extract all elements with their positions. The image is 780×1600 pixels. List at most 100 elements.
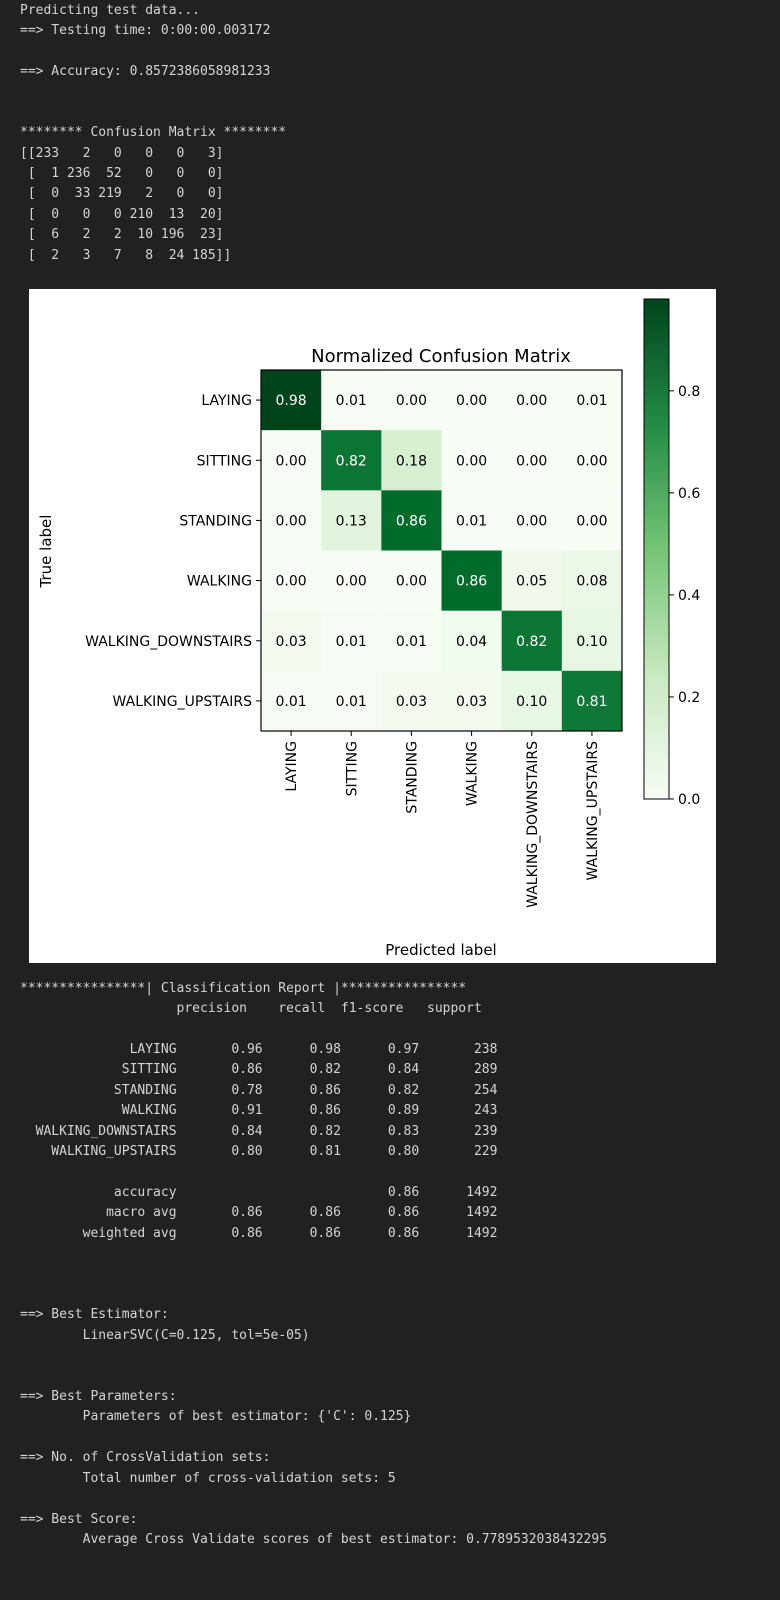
heatmap-cell: [261, 670, 322, 732]
cell-value-label: 0.03: [275, 634, 306, 650]
x-tick-label: WALKING_UPSTAIRS: [585, 741, 601, 881]
heatmap-cell: [501, 550, 563, 612]
colorbar-tick-label: 0.8: [678, 384, 700, 400]
heatmap-cell: [501, 430, 563, 491]
heatmap-cell: [381, 550, 442, 612]
report-row: WALKING_DOWNSTAIRS 0.84 0.82 0.83 239: [20, 1124, 498, 1139]
heatmap-cell: [441, 550, 503, 612]
heatmap-cell: [321, 670, 382, 732]
heatmap-cell: [381, 670, 442, 732]
cell-value-label: 0.01: [456, 513, 487, 529]
colorbar-tick-label: 0.6: [678, 486, 700, 502]
cell-value-label: 0.00: [516, 453, 547, 469]
cell-value-label: 0.00: [576, 453, 607, 469]
best-score-value: Average Cross Validate scores of best es…: [20, 1532, 607, 1547]
heatmap-cell: [381, 430, 442, 491]
heatmap-cell: [261, 370, 322, 431]
cell-value-label: 0.00: [396, 393, 427, 409]
report-summary-row: accuracy 0.86 1492: [20, 1185, 498, 1200]
heatmap-cell: [381, 610, 442, 672]
confusion-matrix-chart: Normalized Confusion Matrix 0.98 0.01 0.00…: [37, 298, 700, 959]
cell-value-label: 0.98: [275, 393, 306, 409]
heatmap-cell: [321, 550, 382, 612]
testing-time-line: ==> Testing time: 0:00:00.003172: [20, 23, 271, 38]
x-tick-label: WALKING_DOWNSTAIRS: [525, 741, 541, 908]
cell-value-label: 0.03: [396, 694, 427, 710]
y-tick-label: STANDING: [179, 513, 252, 529]
plot-frame: [260, 369, 623, 732]
report-summary-row: macro avg 0.86 0.86 0.86 1492: [20, 1205, 498, 1220]
report-columns: precision recall f1-score support: [20, 1001, 482, 1016]
x-tick-label: WALKING: [465, 741, 481, 806]
y-axis-label: True label: [37, 515, 55, 589]
report-header: ****************| Classification Report …: [20, 981, 467, 996]
cell-value-label: 0.01: [336, 393, 367, 409]
confusion-row: [ 2 3 7 8 24 185]]: [20, 248, 232, 263]
y-tick-label: WALKING: [187, 574, 252, 590]
cv-sets-label: ==> No. of CrossValidation sets:: [20, 1450, 271, 1465]
accuracy-line: ==> Accuracy: 0.8572386058981233: [20, 64, 271, 79]
cell-value-label: 0.10: [576, 634, 607, 650]
cell-value-label: 0.05: [516, 574, 547, 590]
heatmap-cell: [561, 550, 623, 612]
heatmap-cell: [441, 430, 503, 491]
predicting-line: Predicting test data...: [20, 3, 201, 18]
heatmap-cell: [321, 610, 382, 672]
cell-value-label: 0.00: [456, 453, 487, 469]
heatmap-cell: [441, 490, 503, 551]
report-row: SITTING 0.86 0.82 0.84 289: [20, 1062, 498, 1077]
x-tick-label: SITTING: [344, 741, 360, 796]
heatmap-cell: [561, 430, 623, 491]
report-row: WALKING_UPSTAIRS 0.80 0.81 0.80 229: [20, 1144, 498, 1159]
confusion-row: [ 1 236 52 0 0 0]: [20, 166, 224, 181]
heatmap-cell: [441, 670, 503, 732]
heatmap-cell: [501, 670, 563, 732]
cv-sets-value: Total number of cross-validation sets: 5: [20, 1471, 396, 1486]
cell-value-label: 0.01: [336, 634, 367, 650]
heatmap-cell: [501, 490, 563, 551]
cell-value-label: 0.00: [456, 393, 487, 409]
cell-value-label: 0.00: [516, 393, 547, 409]
y-tick-label: SITTING: [197, 453, 252, 469]
cell-value-label: 0.18: [396, 453, 427, 469]
report-row: STANDING 0.78 0.86 0.82 254: [20, 1083, 498, 1098]
y-tick-label: WALKING_UPSTAIRS: [113, 694, 253, 710]
heatmap-cell: [321, 490, 382, 551]
cell-value-label: 0.00: [275, 574, 306, 590]
cell-value-label: 0.00: [516, 513, 547, 529]
confusion-row: [ 6 2 2 10 196 23]: [20, 227, 224, 242]
cell-value-label: 0.08: [576, 574, 607, 590]
colorbar-tick-label: 0.2: [678, 690, 700, 706]
cell-value-label: 0.13: [336, 513, 367, 529]
cell-value-label: 0.03: [456, 694, 487, 710]
cell-value-label: 0.01: [275, 694, 306, 710]
heatmap-cell: [321, 430, 382, 491]
heatmap-cell: [561, 670, 623, 732]
best-parameters-label: ==> Best Parameters:: [20, 1389, 177, 1404]
heatmap-cell: [561, 610, 623, 672]
cell-value-label: 0.01: [396, 634, 427, 650]
colorbar-tick-label: 0.4: [678, 588, 700, 604]
y-tick-label: LAYING: [201, 393, 252, 409]
cell-value-label: 0.00: [336, 574, 367, 590]
cell-value-label: 0.82: [336, 453, 367, 469]
x-tick-label: LAYING: [284, 741, 300, 792]
cell-value-label: 0.86: [396, 513, 427, 529]
x-tick-label: STANDING: [404, 741, 420, 814]
cell-value-label: 0.01: [576, 393, 607, 409]
cell-value-label: 0.04: [456, 634, 487, 650]
confusion-matrix-figure: Normalized Confusion Matrix 0.98 0.01 0.00…: [29, 289, 716, 963]
report-summary-row: weighted avg 0.86 0.86 0.86 1492: [20, 1226, 498, 1241]
cell-value-label: 0.00: [275, 453, 306, 469]
heatmap-cell: [501, 610, 563, 672]
heatmap-cell: [261, 490, 322, 551]
report-row: WALKING 0.91 0.86 0.89 243: [20, 1103, 498, 1118]
cell-value-label: 0.86: [456, 574, 487, 590]
cell-value-label: 0.00: [576, 513, 607, 529]
confusion-matrix-header: ******** Confusion Matrix ********: [20, 125, 287, 140]
heatmap-cell: [561, 490, 623, 551]
best-estimator-value: LinearSVC(C=0.125, tol=5e-05): [20, 1328, 310, 1343]
heatmap-cell: [561, 370, 623, 431]
cell-value-label: 0.81: [576, 694, 607, 710]
report-row: LAYING 0.96 0.98 0.97 238: [20, 1042, 498, 1057]
